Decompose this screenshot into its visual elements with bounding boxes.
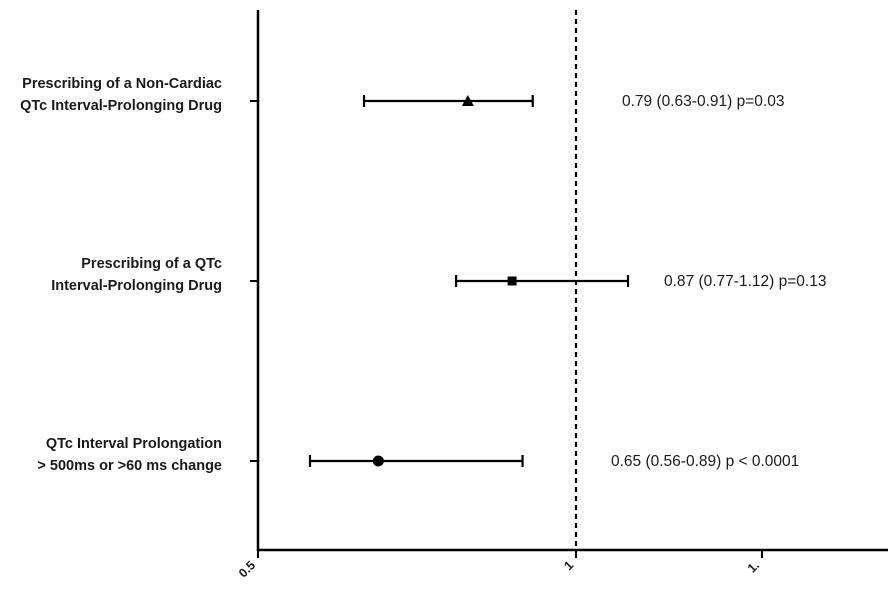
forest-row: Prescribing of a Non-Cardiac QTc Interval… — [20, 76, 784, 114]
row-label-line: QTc Interval-Prolonging Drug — [20, 98, 222, 114]
row-annotation: 0.87 (0.77-1.12) p=0.13 — [664, 273, 826, 290]
row-label-line: Interval-Prolonging Drug — [51, 278, 222, 294]
estimate-marker-circle — [372, 455, 384, 467]
x-tick-label: 1. — [745, 558, 762, 575]
forest-row: QTc Interval Prolongation > 500ms or >60 … — [37, 436, 799, 474]
row-label-line: Prescribing of a Non-Cardiac — [22, 76, 222, 92]
row-label-line: QTc Interval Prolongation — [46, 436, 222, 452]
estimate-marker-square — [507, 276, 517, 286]
forest-row: Prescribing of a QTc Interval-Prolonging … — [51, 256, 826, 294]
forest-rows: Prescribing of a Non-Cardiac QTc Interval… — [20, 76, 826, 474]
x-tick-label: 0.5 — [236, 558, 258, 580]
estimate-marker-triangle — [461, 95, 474, 106]
row-label-line: Prescribing of a QTc — [81, 256, 222, 272]
row-annotation: 0.79 (0.63-0.91) p=0.03 — [622, 93, 784, 110]
row-annotation: 0.65 (0.56-0.89) p < 0.0001 — [611, 453, 799, 470]
row-label-line: > 500ms or >60 ms change — [37, 458, 222, 474]
x-tick-label: 1 — [561, 558, 576, 573]
x-axis-ticks: 0.5 1 1. — [236, 550, 764, 580]
